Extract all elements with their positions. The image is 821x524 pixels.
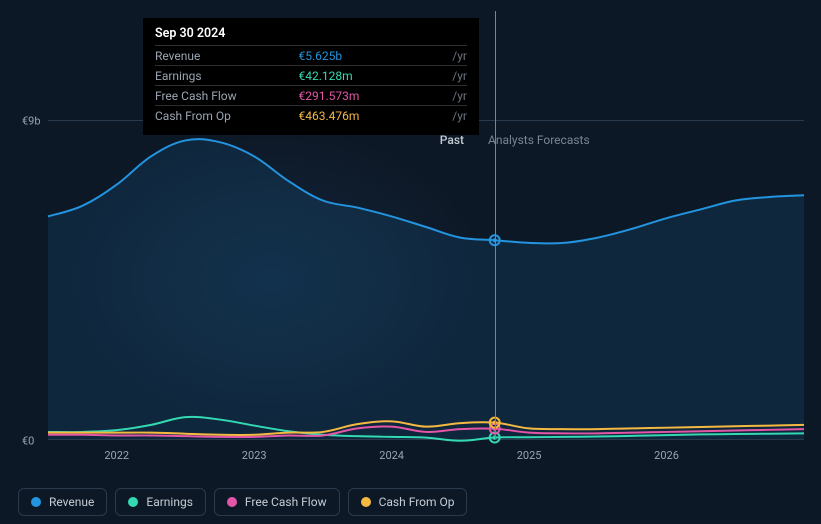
tooltip-row-label: Earnings — [155, 66, 299, 86]
tooltip-row-value: €463.476m — [299, 106, 449, 126]
tooltip-row: Earnings€42.128m/yr — [155, 66, 467, 86]
earnings-revenue-chart: Past Analysts Forecasts €0 €9b 2022 2023 202… — [0, 0, 821, 524]
tooltip-date: Sep 30 2024 — [155, 26, 467, 41]
tooltip-table: Revenue€5.625b/yrEarnings€42.128m/yrFree… — [155, 45, 467, 125]
legend-label: Free Cash Flow — [245, 495, 327, 509]
legend-label: Revenue — [49, 495, 94, 509]
tooltip-row-unit: /yr — [448, 66, 467, 86]
x-tick-label: 2024 — [379, 449, 404, 462]
legend-item-free-cash-flow[interactable]: Free Cash Flow — [214, 488, 340, 516]
tooltip-row: Free Cash Flow€291.573m/yr — [155, 86, 467, 106]
tooltip-row-value: €5.625b — [299, 46, 449, 66]
legend-item-earnings[interactable]: Earnings — [115, 488, 206, 516]
cursor-line — [495, 11, 496, 439]
legend-swatch — [227, 497, 237, 507]
past-label: Past — [440, 133, 464, 147]
legend-label: Earnings — [146, 495, 193, 509]
tooltip-row-unit: /yr — [448, 46, 467, 66]
x-tick-label: 2023 — [242, 449, 267, 462]
legend-item-cash-from-op[interactable]: Cash From Op — [348, 488, 468, 516]
legend-item-revenue[interactable]: Revenue — [18, 488, 107, 516]
plot-area[interactable]: Past Analysts Forecasts €0€9b20222023202… — [48, 120, 804, 440]
tooltip-row-unit: /yr — [448, 86, 467, 106]
legend-label: Cash From Op — [379, 495, 455, 509]
x-tick-label: 2026 — [654, 449, 679, 462]
y-tick-label: €9b — [22, 115, 41, 128]
x-tick-label: 2025 — [517, 449, 542, 462]
chart-svg — [48, 121, 804, 439]
future-label: Analysts Forecasts — [488, 133, 590, 147]
tooltip-row: Revenue€5.625b/yr — [155, 46, 467, 66]
tooltip-row-label: Cash From Op — [155, 106, 299, 126]
tooltip-row-label: Free Cash Flow — [155, 86, 299, 106]
y-tick-label: €0 — [22, 435, 34, 448]
tooltip-row-unit: /yr — [448, 106, 467, 126]
tooltip-row-value: €42.128m — [299, 66, 449, 86]
x-tick-label: 2022 — [104, 449, 129, 462]
tooltip-row: Cash From Op€463.476m/yr — [155, 106, 467, 126]
revenue-area — [48, 139, 804, 439]
legend-swatch — [31, 497, 41, 507]
tooltip: Sep 30 2024 Revenue€5.625b/yrEarnings€42… — [143, 18, 479, 135]
tooltip-row-label: Revenue — [155, 46, 299, 66]
legend-swatch — [361, 497, 371, 507]
legend: Revenue Earnings Free Cash Flow Cash From O… — [18, 488, 467, 516]
tooltip-row-value: €291.573m — [299, 86, 449, 106]
legend-swatch — [128, 497, 138, 507]
